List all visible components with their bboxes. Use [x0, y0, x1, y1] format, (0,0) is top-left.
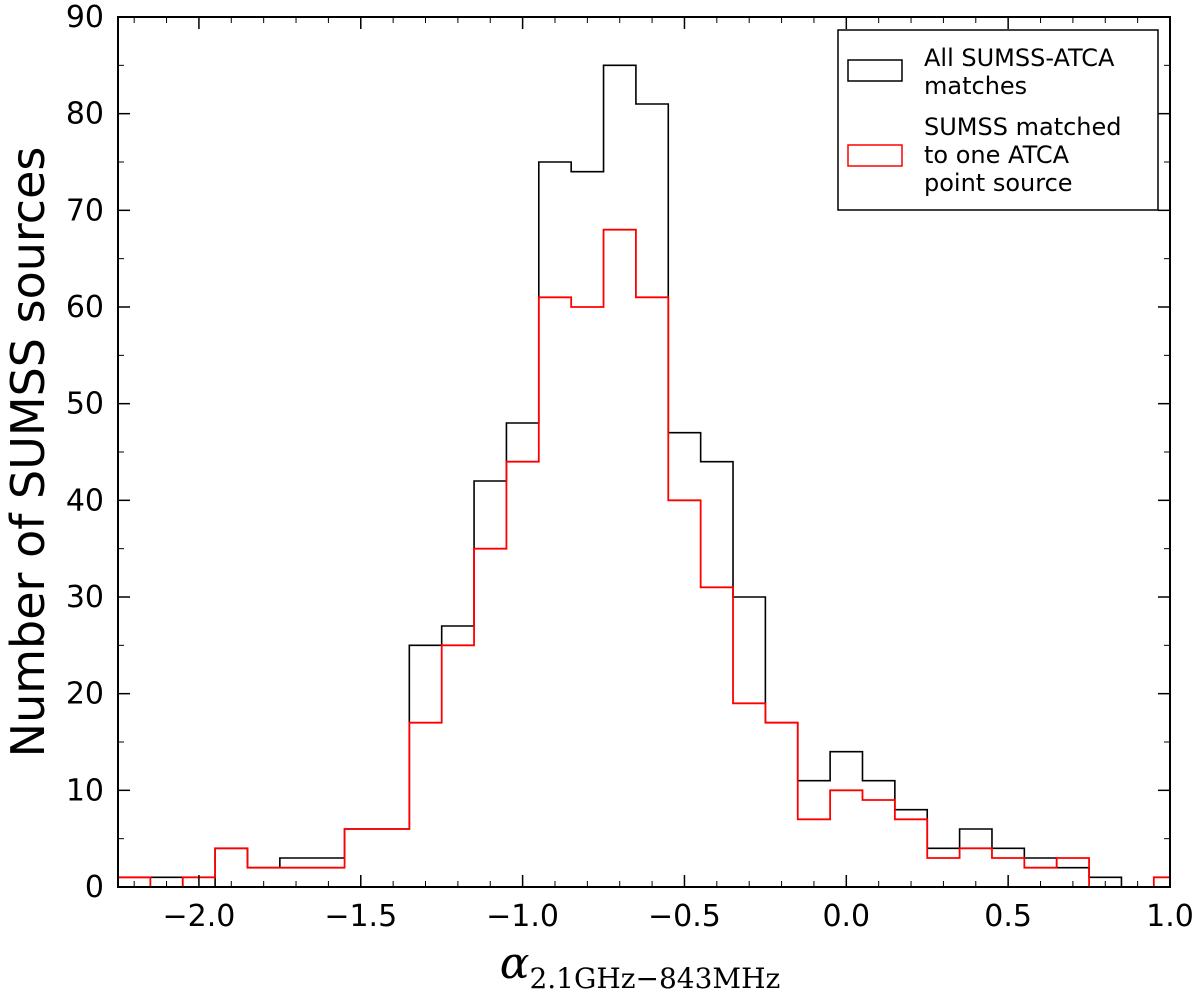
y-tick-label: 20: [66, 677, 104, 712]
plot-frame: [117, 16, 1171, 888]
legend-label-one-atca-line3: point source: [924, 169, 1073, 197]
x-axis-label: α2.1GHz−843MHz: [500, 938, 781, 995]
legend-label-all-matches-line2: matches: [924, 72, 1027, 100]
legend-swatch-one-atca: [847, 144, 903, 167]
y-tick-label: 80: [66, 97, 104, 132]
x-tick-label: 0.5: [984, 899, 1032, 934]
y-axis-label: Number of SUMSS sources: [1, 147, 55, 758]
y-tick-label: 30: [66, 580, 104, 615]
y-tick-label: 60: [66, 290, 104, 325]
y-tick-label: 10: [66, 773, 104, 808]
legend-label-all-matches-line1: All SUMSS-ATCA: [924, 44, 1115, 72]
y-tick-label: 70: [66, 193, 104, 228]
legend-label-one-atca-line1: SUMSS matched: [924, 113, 1122, 141]
x-tick-label: 1.0: [1146, 899, 1194, 934]
x-tick-label: −1.0: [486, 899, 559, 934]
x-axis-label-subscript: 2.1GHz−843MHz: [529, 962, 780, 995]
y-tick-label: 90: [66, 0, 104, 35]
y-tick-label: 40: [66, 483, 104, 518]
series-one-atca-point-source: [118, 228, 1170, 887]
series-all-matches: [118, 64, 1170, 887]
x-axis-label-symbol: α: [500, 938, 530, 989]
legend-label-one-atca-line2: to one ATCA: [924, 141, 1070, 169]
tick-label-layer: −2.0 −1.5 −1.0 −0.5 0.0 0.5 1.0 0 10 20 30 40 50 60 70…: [66, 0, 1194, 934]
legend-label-all-matches: All SUMSS-ATCA matches: [924, 44, 1122, 100]
x-tick-label: −1.5: [324, 899, 397, 934]
legend: All SUMSS-ATCA matches SUMSS matched to …: [837, 29, 1159, 211]
y-tick-label: 50: [66, 387, 104, 422]
y-tick-label: 0: [85, 870, 104, 905]
series-layer: [118, 64, 1170, 887]
x-tick-label: 0.0: [822, 899, 870, 934]
x-tick-label: −0.5: [648, 899, 721, 934]
legend-swatch-all-matches: [847, 59, 903, 82]
legend-label-one-atca: SUMSS matched to one ATCA point source: [924, 113, 1129, 197]
x-tick-label: −2.0: [162, 899, 235, 934]
